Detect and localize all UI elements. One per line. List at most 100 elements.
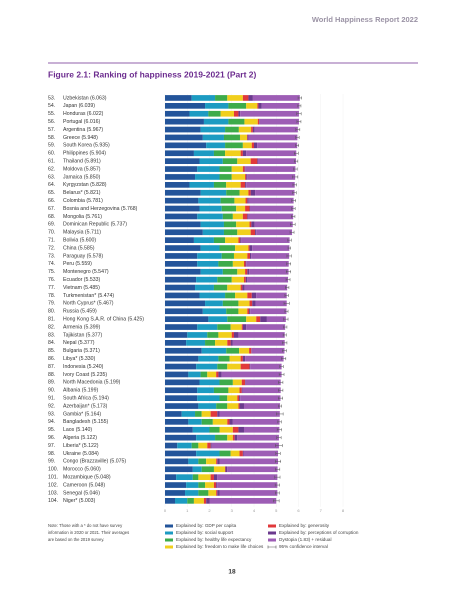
bar-segment [165, 158, 200, 164]
bar-segment [238, 237, 241, 243]
bar-segment [218, 332, 232, 338]
bar-segment [216, 371, 219, 378]
bar-segment [165, 426, 193, 433]
bar-segment [240, 355, 243, 362]
country-label: Vietnam (5.485) [63, 285, 100, 291]
bar-segment [241, 387, 243, 394]
rank-label: 97. [48, 443, 55, 449]
rank-label: 96. [48, 435, 55, 441]
bar-segment [254, 142, 258, 149]
bar-segment [205, 482, 214, 488]
bar-segment [197, 324, 218, 330]
country-label: Morocco (5.060) [63, 467, 101, 473]
bar-segment [177, 442, 192, 449]
error-bar [275, 491, 280, 495]
rank-label: 92. [48, 403, 55, 409]
bar-segment [187, 332, 208, 338]
bar-segment [225, 237, 239, 243]
bar-segment [231, 166, 243, 172]
country-label: Belarus* (5.821) [63, 190, 101, 196]
bar-segment [242, 284, 245, 291]
bar-segment [249, 363, 251, 370]
bar-segment [242, 213, 248, 220]
country-label: North Macedonia (5.199) [63, 380, 121, 386]
country-label: Albania (5.199) [63, 388, 98, 394]
bar-segment [165, 403, 199, 409]
rank-label: 89. [48, 380, 55, 386]
bar-segment [248, 134, 298, 141]
x-tick-label: 3 [231, 508, 234, 513]
bar-segment [165, 253, 198, 259]
error-bar [278, 372, 285, 376]
bar-segment [244, 284, 288, 291]
bar-segment [252, 126, 255, 133]
bar-segment [219, 379, 233, 386]
error-bar [276, 428, 282, 432]
bar-segment [200, 371, 208, 378]
legend-swatch [268, 538, 276, 542]
country-label: Tajikistan (5.377) [63, 332, 102, 338]
bar-segment [165, 308, 203, 315]
bar-segment [242, 324, 247, 330]
bar-segment [235, 245, 249, 251]
bar-segment [230, 340, 233, 346]
error-bar [274, 475, 281, 479]
bar-segment [227, 419, 230, 425]
bar-segment [250, 229, 256, 236]
rank-label: 84. [48, 340, 55, 346]
bar-segment [222, 300, 239, 307]
bar-segment [238, 126, 252, 133]
bar-segment [219, 458, 279, 465]
bar-segment [246, 316, 257, 322]
bar-segment [245, 205, 250, 212]
bar-segment [250, 308, 287, 315]
bar-segment [245, 268, 248, 275]
bar-segment [197, 166, 220, 172]
bar-segment [165, 332, 188, 338]
bar-segment [232, 261, 244, 267]
bar-segment [242, 142, 252, 149]
bar-segment [238, 332, 285, 338]
bar-segment [251, 126, 253, 133]
legend-swatch [268, 524, 276, 528]
bar-segment [165, 363, 197, 370]
bar-segment [217, 411, 220, 417]
bar-segment [234, 197, 246, 204]
bar-segment [219, 411, 280, 417]
error-bar [278, 388, 284, 392]
bar-segment [261, 103, 300, 109]
country-label: Armenia (5.399) [63, 324, 100, 330]
rank-label: 79. [48, 301, 55, 307]
country-label: Honduras (6.022) [63, 111, 104, 117]
note: Note: Those with a * do not have survey [48, 523, 123, 528]
bar-segment [243, 403, 281, 409]
bar-segment [200, 245, 220, 251]
rank-label: 86. [48, 356, 55, 362]
bar-segment [238, 110, 241, 117]
bar-segment [197, 387, 214, 394]
bar-segment [240, 395, 281, 401]
bar-segment [226, 182, 241, 188]
error-bar [289, 230, 295, 234]
error-bar [291, 214, 296, 218]
bar-segment [207, 371, 217, 378]
bar-segment [217, 474, 278, 480]
bar-segment [176, 474, 193, 480]
bar-segment [165, 245, 201, 251]
bar-segment [240, 284, 243, 291]
bar-segment [165, 411, 182, 417]
bar-segment [239, 189, 249, 196]
error-bar [296, 112, 302, 116]
legend-swatch [165, 545, 173, 549]
x-tick-label: 6 [297, 508, 300, 513]
bar-segment [228, 103, 247, 109]
error-bar [287, 246, 291, 250]
bar-segment [165, 347, 202, 354]
bar-segment [235, 292, 248, 299]
x-tick-label: 4 [253, 508, 256, 513]
bar-segment [165, 213, 198, 220]
rank-label: 87. [48, 364, 55, 370]
bar-segment [207, 332, 219, 338]
bar-segment [240, 182, 246, 188]
country-label: Uzbekistan (6.063) [63, 95, 107, 101]
